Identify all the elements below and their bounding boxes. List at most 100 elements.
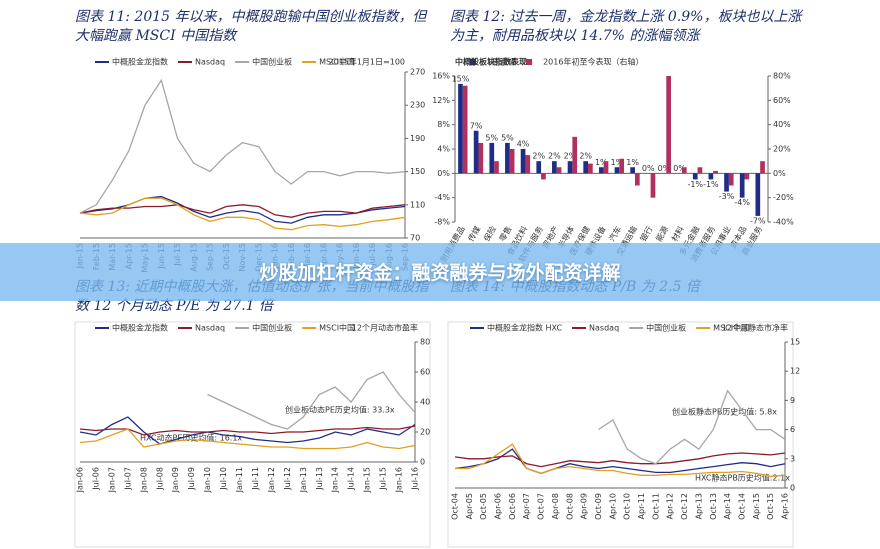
legend-label: MSCI中国 bbox=[713, 323, 749, 333]
note: 2015年1月1日=100 bbox=[328, 57, 405, 67]
y2-tick-label: 60% bbox=[773, 96, 791, 105]
legend-label: 中概股金龙指数 bbox=[112, 57, 168, 67]
x-tick-label: Jan-06 bbox=[76, 467, 85, 493]
x-tick-label: Oct-07 bbox=[537, 493, 546, 520]
legend-label: Nasdaq bbox=[195, 58, 225, 67]
bar bbox=[724, 173, 729, 192]
legend-label: 中概股金龙指数 bbox=[112, 323, 168, 333]
y-tick-label: 60 bbox=[420, 368, 430, 377]
bar bbox=[494, 161, 499, 174]
x-tick-label: Oct-05 bbox=[479, 493, 488, 520]
y-tick-label: -4% bbox=[434, 193, 450, 202]
bar bbox=[536, 161, 542, 174]
bar bbox=[614, 167, 620, 174]
y-tick-label: 12 bbox=[790, 367, 800, 376]
chart-title: 图表 11: 2015 年以来，中概股跑输中国创业板指数，但大幅跑赢 MSCI … bbox=[75, 9, 427, 44]
x-tick-label: Oct-09 bbox=[594, 493, 603, 520]
x-tick-label: Apr-05 bbox=[465, 493, 474, 519]
bar bbox=[755, 173, 761, 216]
x-tick-label: Oct-13 bbox=[709, 493, 718, 520]
legend-label: 中国创业板 bbox=[252, 57, 292, 67]
legend-label: 1周涨幅 bbox=[487, 57, 516, 67]
x-tick-label: 零售 bbox=[497, 224, 514, 243]
x-tick-label: Oct-14 bbox=[737, 493, 746, 520]
x-tick-label: Apr-11 bbox=[637, 493, 646, 519]
x-tick-label: Apr-12 bbox=[666, 493, 675, 519]
series-line bbox=[79, 204, 406, 218]
x-tick-label: Oct-15 bbox=[766, 493, 775, 520]
bar bbox=[541, 173, 546, 180]
x-tick-label: Jan-07 bbox=[107, 467, 116, 493]
bar bbox=[619, 158, 625, 174]
bar bbox=[525, 155, 531, 174]
x-tick-label: Oct-04 bbox=[451, 493, 460, 520]
x-tick-label: Oct-08 bbox=[565, 493, 574, 520]
x-tick-label: Jul-14 bbox=[347, 467, 356, 491]
x-tick-label: 保险 bbox=[481, 224, 498, 243]
x-tick-label: Jan-13 bbox=[299, 467, 308, 493]
value-label: 0% bbox=[642, 164, 655, 173]
legend-label: 2016年初至今表现（右轴） bbox=[543, 57, 643, 67]
value-label: -1% bbox=[703, 180, 719, 189]
x-tick-label: Apr-06 bbox=[494, 493, 503, 519]
x-tick-label: Jan-16 bbox=[395, 467, 404, 493]
x-tick-label: Jan-12 bbox=[267, 467, 276, 493]
bar bbox=[650, 173, 656, 198]
y-tick-label: 150 bbox=[410, 167, 425, 176]
legend-label: Nasdaq bbox=[589, 324, 619, 333]
y-tick-label: 4% bbox=[437, 145, 450, 154]
subtitle: 中概股板块指数表现 bbox=[455, 57, 527, 67]
x-tick-label: Jul-11 bbox=[251, 467, 260, 491]
banner-text: 炒股加杠杆资金：融资融券与场外配资详解 bbox=[259, 262, 621, 284]
x-tick-label: Apr-10 bbox=[608, 493, 617, 519]
series-line bbox=[79, 195, 406, 224]
y-tick-label: 40 bbox=[420, 398, 430, 407]
x-tick-label: Jul-07 bbox=[123, 467, 132, 491]
x-tick-label: Apr-07 bbox=[522, 493, 531, 519]
series-line bbox=[454, 452, 786, 468]
bar bbox=[630, 167, 635, 174]
bar bbox=[588, 163, 593, 174]
y-tick-label: 9 bbox=[790, 396, 795, 405]
x-tick-label: Jul-09 bbox=[187, 467, 196, 491]
y-tick-label: 15 bbox=[790, 338, 800, 347]
bar bbox=[556, 167, 562, 174]
note: 12个月静态市净率 bbox=[722, 323, 788, 333]
x-tick-label: 银行 bbox=[638, 224, 655, 243]
series-line bbox=[454, 448, 786, 475]
bar bbox=[552, 161, 557, 174]
series-line bbox=[79, 78, 406, 214]
bar bbox=[505, 142, 510, 174]
x-tick-label: Apr-15 bbox=[752, 493, 761, 519]
bar bbox=[598, 167, 604, 174]
y2-tick-label: 20% bbox=[773, 145, 791, 154]
bar bbox=[739, 173, 745, 198]
bar bbox=[744, 173, 750, 180]
bar bbox=[509, 149, 515, 174]
x-tick-label: Apr-09 bbox=[580, 493, 589, 519]
value-label: -1% bbox=[687, 180, 703, 189]
legend-label: 中国创业板 bbox=[646, 323, 686, 333]
y2-tick-label: -40% bbox=[773, 218, 794, 227]
bar bbox=[473, 130, 479, 174]
series-line bbox=[598, 389, 786, 465]
series-line bbox=[79, 425, 416, 436]
y-tick-label: 230 bbox=[410, 101, 425, 110]
x-tick-label: 汽车 bbox=[607, 224, 624, 243]
bar bbox=[697, 167, 703, 174]
legend-label: 中国创业板 bbox=[252, 323, 292, 333]
value-label: 1% bbox=[626, 158, 639, 167]
series-line bbox=[455, 443, 786, 477]
y-tick-label: 20 bbox=[420, 428, 430, 437]
y-tick-label: 270 bbox=[410, 68, 425, 77]
bar bbox=[728, 173, 734, 186]
bar bbox=[458, 83, 463, 174]
x-tick-label: Jul-10 bbox=[219, 467, 228, 491]
annotation: HXC静态PB历史均值:2.1x bbox=[695, 473, 790, 483]
value-label: 7% bbox=[470, 121, 483, 130]
y-tick-label: 0 bbox=[790, 484, 795, 493]
annotation: 创业板动态PE历史均值: 33.3x bbox=[285, 405, 395, 415]
x-tick-label: Jan-09 bbox=[171, 467, 180, 493]
x-tick-label: Jul-12 bbox=[283, 467, 292, 491]
y2-tick-label: 80% bbox=[773, 72, 791, 81]
